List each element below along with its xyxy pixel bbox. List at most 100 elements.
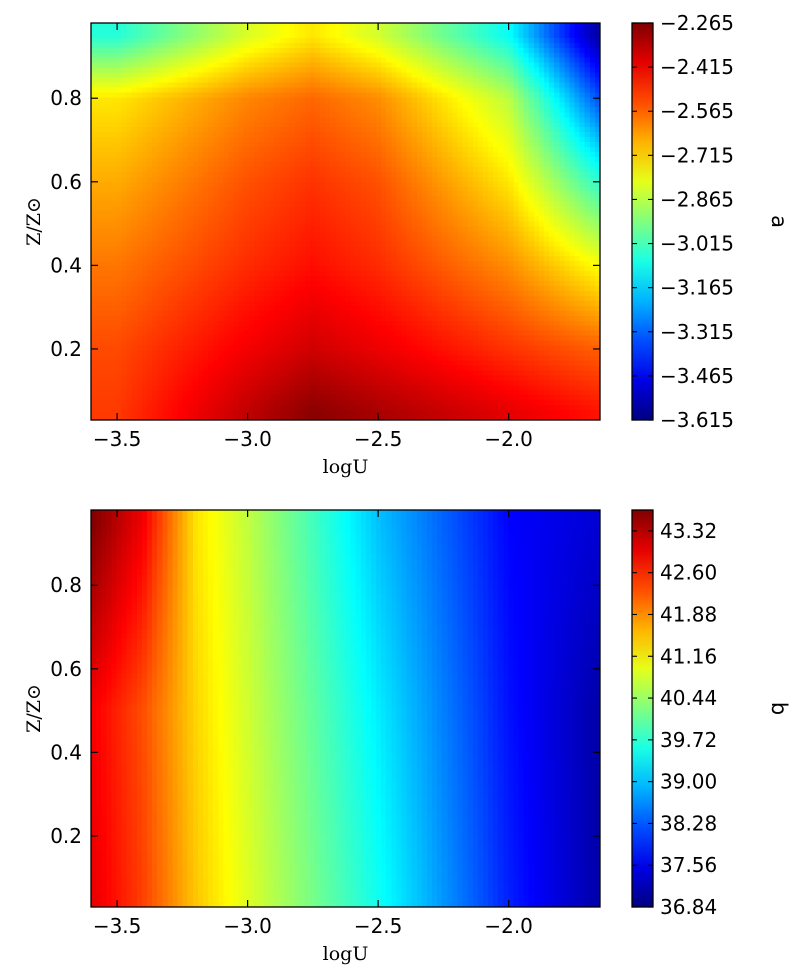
heatmap-cell	[202, 147, 209, 153]
heatmap-cell	[370, 102, 377, 108]
heatmap-cell	[467, 246, 474, 252]
heatmap-cell	[152, 52, 158, 59]
heatmap-cell	[350, 27, 357, 34]
heatmap-cell	[350, 176, 357, 183]
heatmap-cell	[116, 47, 123, 54]
heatmap-cell	[172, 137, 179, 143]
heatmap-cell	[335, 107, 342, 113]
heatmap-cell	[192, 171, 199, 178]
heatmap-cell	[350, 171, 357, 178]
heatmap-cell	[111, 161, 118, 168]
heatmap-cell	[238, 231, 245, 237]
heatmap-cell	[549, 236, 555, 242]
heatmap-cell	[432, 62, 438, 69]
heatmap-cell	[386, 92, 392, 99]
heatmap-cell	[355, 127, 362, 133]
heatmap-cell	[447, 127, 453, 133]
heatmap-cell	[192, 57, 199, 64]
heatmap-cell	[421, 57, 428, 64]
heatmap-cell	[452, 246, 459, 252]
heatmap-cell	[91, 92, 97, 99]
heatmap-cell	[370, 241, 377, 247]
heatmap-cell	[482, 261, 489, 267]
heatmap-cell	[584, 147, 591, 153]
heatmap-cell	[325, 241, 331, 247]
heatmap-cell	[223, 191, 230, 198]
heatmap-cell	[96, 87, 102, 94]
heatmap-cell	[284, 142, 291, 148]
heatmap-cell	[426, 216, 433, 223]
heatmap-cell	[340, 171, 347, 178]
heatmap-cell	[152, 42, 158, 49]
heatmap-cell	[197, 92, 204, 99]
heatmap-cell	[467, 156, 474, 163]
chart-a-panel: −3.5 −3.0 −2.5 −2.0 0.2 0.4 0.6 0.8 logU Z/Z⊙ −2.2…	[0, 0, 789, 487]
heatmap-cell	[223, 246, 230, 252]
heatmap-cell	[554, 251, 560, 257]
heatmap-cell	[121, 127, 128, 133]
heatmap-cell	[477, 107, 484, 113]
heatmap-cell	[253, 176, 260, 183]
heatmap-cell	[101, 171, 107, 178]
heatmap-cell	[238, 256, 245, 262]
heatmap-cell	[152, 211, 158, 218]
heatmap-cell	[421, 92, 428, 99]
heatmap-cell	[192, 122, 199, 128]
heatmap-cell	[141, 191, 148, 198]
heatmap-cell	[330, 231, 336, 237]
heatmap-cell	[482, 211, 489, 218]
heatmap-cell	[549, 181, 555, 188]
heatmap-cell	[289, 221, 296, 228]
heatmap-cell	[442, 72, 448, 79]
heatmap-cell	[401, 72, 408, 79]
heatmap-cell	[314, 107, 321, 113]
heatmap-cell	[213, 226, 219, 233]
heatmap-cell	[421, 42, 428, 49]
heatmap-cell	[253, 206, 260, 213]
heatmap-cell	[187, 191, 194, 198]
heatmap-cell	[111, 62, 118, 69]
heatmap-cell	[208, 171, 214, 178]
heatmap-cell	[304, 216, 311, 223]
heatmap-cell	[549, 186, 555, 193]
heatmap-cell	[360, 166, 367, 173]
heatmap-cell	[498, 117, 504, 123]
heatmap-cell	[274, 191, 280, 198]
heatmap-cell	[187, 87, 194, 94]
heatmap-cell	[569, 137, 576, 143]
heatmap-cell	[559, 37, 565, 44]
heatmap-cell	[202, 42, 209, 49]
heatmap-cell	[106, 42, 112, 49]
heatmap-cell	[320, 137, 326, 143]
heatmap-cell	[213, 67, 219, 74]
heatmap-cell	[559, 191, 565, 198]
heatmap-cell	[401, 221, 408, 228]
heatmap-cell	[544, 152, 550, 158]
heatmap-cell	[488, 102, 494, 108]
heatmap-cell	[177, 256, 184, 262]
heatmap-cell	[462, 122, 469, 128]
heatmap-cell	[197, 176, 204, 183]
heatmap-cell	[493, 181, 499, 188]
heatmap-cell	[243, 211, 250, 218]
heatmap-cell	[482, 32, 489, 39]
heatmap-cell	[533, 132, 540, 138]
heatmap-cell	[177, 27, 184, 34]
heatmap-cell	[386, 77, 392, 84]
heatmap-cell	[579, 256, 586, 262]
heatmap-cell	[559, 226, 565, 233]
heatmap-cell	[192, 97, 199, 103]
heatmap-cell	[325, 37, 331, 44]
heatmap-cell	[452, 23, 459, 29]
heatmap-cell	[330, 23, 336, 29]
heatmap-cell	[360, 72, 367, 79]
heatmap-cell	[258, 221, 265, 228]
heatmap-cell	[462, 256, 469, 262]
heatmap-cell	[411, 147, 418, 153]
heatmap-cell	[96, 181, 102, 188]
heatmap-cell	[442, 251, 448, 257]
heatmap-cell	[228, 236, 235, 242]
heatmap-cell	[538, 256, 545, 262]
heatmap-cell	[325, 236, 331, 242]
heatmap-cell	[503, 52, 509, 59]
